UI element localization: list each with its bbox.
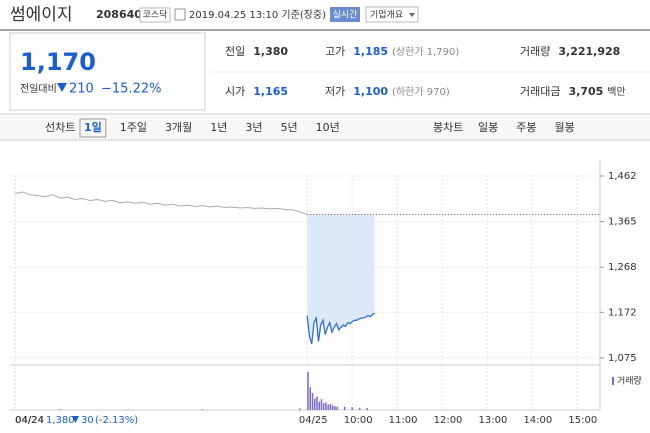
volume-bar xyxy=(330,404,332,410)
volume-bar xyxy=(351,407,353,410)
volume-bar xyxy=(299,408,301,410)
stat-label: 전일 xyxy=(225,44,245,58)
calendar-icon xyxy=(175,9,185,20)
stat-note: (하한가 970) xyxy=(392,85,450,98)
period-tab[interactable]: 3년 xyxy=(245,121,262,134)
period-tab[interactable]: 1주일 xyxy=(120,120,147,134)
stock-code: 208640 xyxy=(96,8,142,21)
price-line xyxy=(15,192,307,215)
volume-bar xyxy=(318,402,320,410)
volume-legend: 거래량 xyxy=(617,375,642,387)
x-tick-label: 13:00 xyxy=(479,415,508,426)
stat-label: 저가 xyxy=(325,85,345,98)
volume-bar xyxy=(325,402,327,410)
stat-label: 시가 xyxy=(225,85,245,98)
x-tick-label: 12:00 xyxy=(434,415,463,426)
x-tick-label: 15:00 xyxy=(568,415,597,426)
stat-value: 3,221,928 xyxy=(558,45,620,58)
price: 1,170 xyxy=(20,48,96,76)
volume-bar xyxy=(312,393,314,410)
stat-value: 3,705 xyxy=(568,85,603,98)
volume-bar xyxy=(314,399,316,410)
period-tab[interactable]: 5년 xyxy=(281,121,298,134)
y-tick-label: 1,075 xyxy=(608,353,637,364)
timestamp: 2019.04.25 13:10 기준(장중) xyxy=(189,9,326,21)
x-tick-label: 11:00 xyxy=(389,415,418,426)
candle-chart-label: 봉차트 xyxy=(433,121,463,134)
change-label: 전일대비 xyxy=(20,83,57,95)
volume-bar xyxy=(366,408,368,410)
volume-bar xyxy=(316,397,318,410)
volume-bar xyxy=(323,403,325,410)
footer-close: 1,380 xyxy=(46,415,75,426)
period-tab[interactable]: 10년 xyxy=(316,121,340,134)
candle-tab[interactable]: 주봉 xyxy=(516,121,536,134)
candle-tab[interactable]: 월봉 xyxy=(555,121,575,134)
y-tick-label: 1,462 xyxy=(608,171,637,182)
volume-bar xyxy=(344,407,346,410)
volume-legend-swatch xyxy=(612,377,614,385)
stat-label: 거래대금 xyxy=(520,85,560,98)
x-tick-label: 04/25 xyxy=(299,415,328,426)
volume-bar xyxy=(336,407,338,410)
line-chart-label: 선차트 xyxy=(45,121,75,134)
volume-bar xyxy=(307,372,309,410)
down-arrow xyxy=(57,83,67,92)
stat-note: 백만 xyxy=(607,86,625,98)
volume-bar xyxy=(332,405,334,410)
footer-change: 30 xyxy=(81,415,94,426)
stat-value: 1,380 xyxy=(253,45,288,58)
volume-bar xyxy=(327,405,329,410)
candle-tab[interactable]: 일봉 xyxy=(478,120,498,134)
company-info[interactable]: 기업개요 xyxy=(370,10,403,21)
market: 코스닥 xyxy=(143,10,168,21)
volume-bar xyxy=(334,406,336,410)
period-tab[interactable]: 3개월 xyxy=(165,121,192,134)
stat-label: 고가 xyxy=(325,45,345,58)
period-tab[interactable]: 1일 xyxy=(84,120,102,134)
footer-change-pct: (-2.13%) xyxy=(95,415,138,426)
change: 210 xyxy=(69,82,94,97)
volume-bar xyxy=(359,408,361,410)
x-tick-label: 10:00 xyxy=(344,415,373,426)
change-pct: −15.22% xyxy=(101,82,161,97)
y-tick-label: 1,365 xyxy=(608,217,637,228)
x-tick-label: 14:00 xyxy=(523,415,552,426)
stat-value: 1,185 xyxy=(353,45,388,58)
y-tick-label: 1,268 xyxy=(608,262,637,273)
volume-bar xyxy=(321,399,323,410)
volume-bar xyxy=(59,409,61,410)
stat-value: 1,100 xyxy=(353,85,388,98)
period-tab[interactable]: 1년 xyxy=(210,121,227,134)
realtime[interactable]: 실시간 xyxy=(333,10,358,21)
stat-value: 1,165 xyxy=(253,85,288,98)
x-tick-label: 04/24 xyxy=(15,415,44,426)
stat-note: (상한가 1,790) xyxy=(392,46,459,58)
stat-label: 거래량 xyxy=(520,45,550,58)
volume-bar xyxy=(309,387,311,410)
y-tick-label: 1,172 xyxy=(608,307,637,318)
volume-bar xyxy=(202,409,204,410)
stock-name: 썸에이지 xyxy=(10,5,73,25)
